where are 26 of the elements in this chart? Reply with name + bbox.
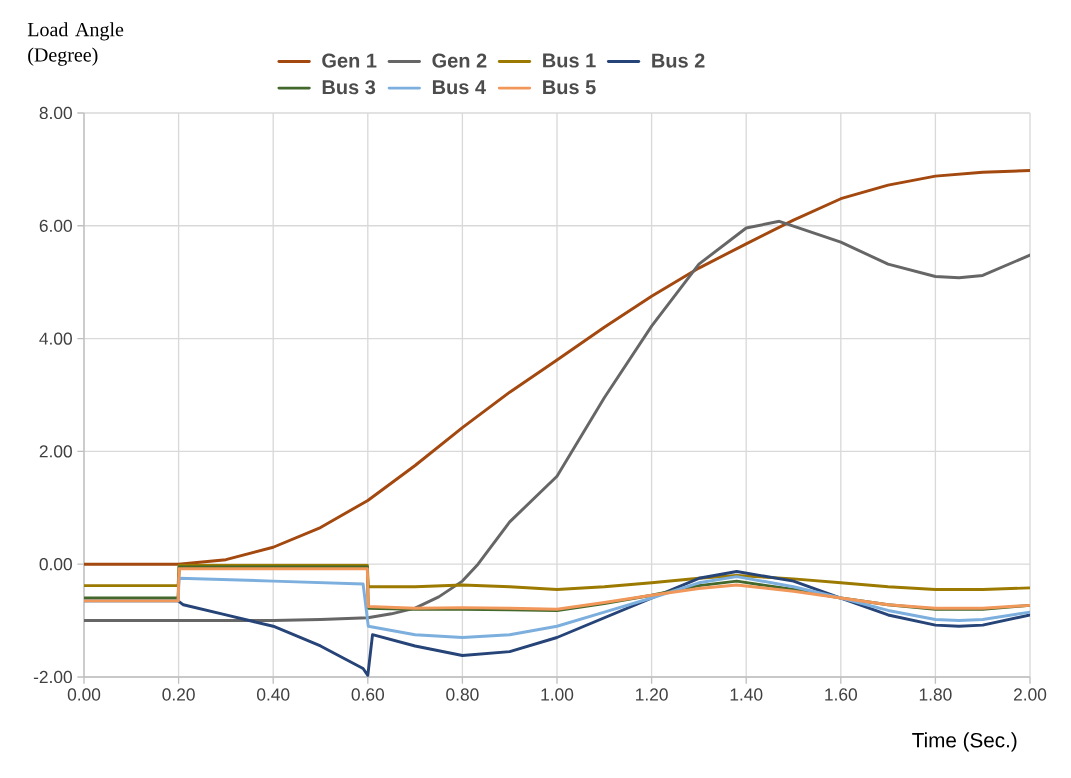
x-tick-label: 0.60 <box>351 688 384 701</box>
x-tick-label: 0.00 <box>67 688 101 701</box>
legend-label: Bus 3 <box>322 80 376 95</box>
y-tick-label: -2.00 <box>33 670 72 684</box>
y-tick-label: 2.00 <box>39 445 72 458</box>
x-tick-label: 1.00 <box>541 688 574 701</box>
x-tick-label: 1.80 <box>919 688 952 701</box>
x-tick-label: 0.40 <box>257 688 290 701</box>
y-axis-title: Load Angle (Degree) <box>27 22 124 66</box>
y-tick-label: 8.00 <box>39 106 72 120</box>
x-tick-label: 0.80 <box>446 688 479 701</box>
x-axis-title: Time (Sec.) <box>912 732 1017 752</box>
y-tick-label: 6.00 <box>39 219 72 232</box>
legend-label: Gen 2 <box>432 53 487 68</box>
legend-label: Bus 2 <box>652 53 705 68</box>
x-tick-label: 1.60 <box>825 688 857 701</box>
legend-label: Gen 1 <box>322 53 377 68</box>
x-tick-label: 0.20 <box>162 688 195 701</box>
legend-label: Bus 1 <box>543 53 596 68</box>
y-tick-label: 0.00 <box>39 558 72 571</box>
legend-label: Bus 5 <box>543 80 596 95</box>
x-tick-label: 1.20 <box>636 688 668 701</box>
x-tick-label: 1.40 <box>730 688 763 701</box>
legend-label: Bus 4 <box>432 80 486 95</box>
y-tick-label: 4.00 <box>39 332 72 345</box>
x-tick-label: 2.00 <box>1014 688 1047 701</box>
